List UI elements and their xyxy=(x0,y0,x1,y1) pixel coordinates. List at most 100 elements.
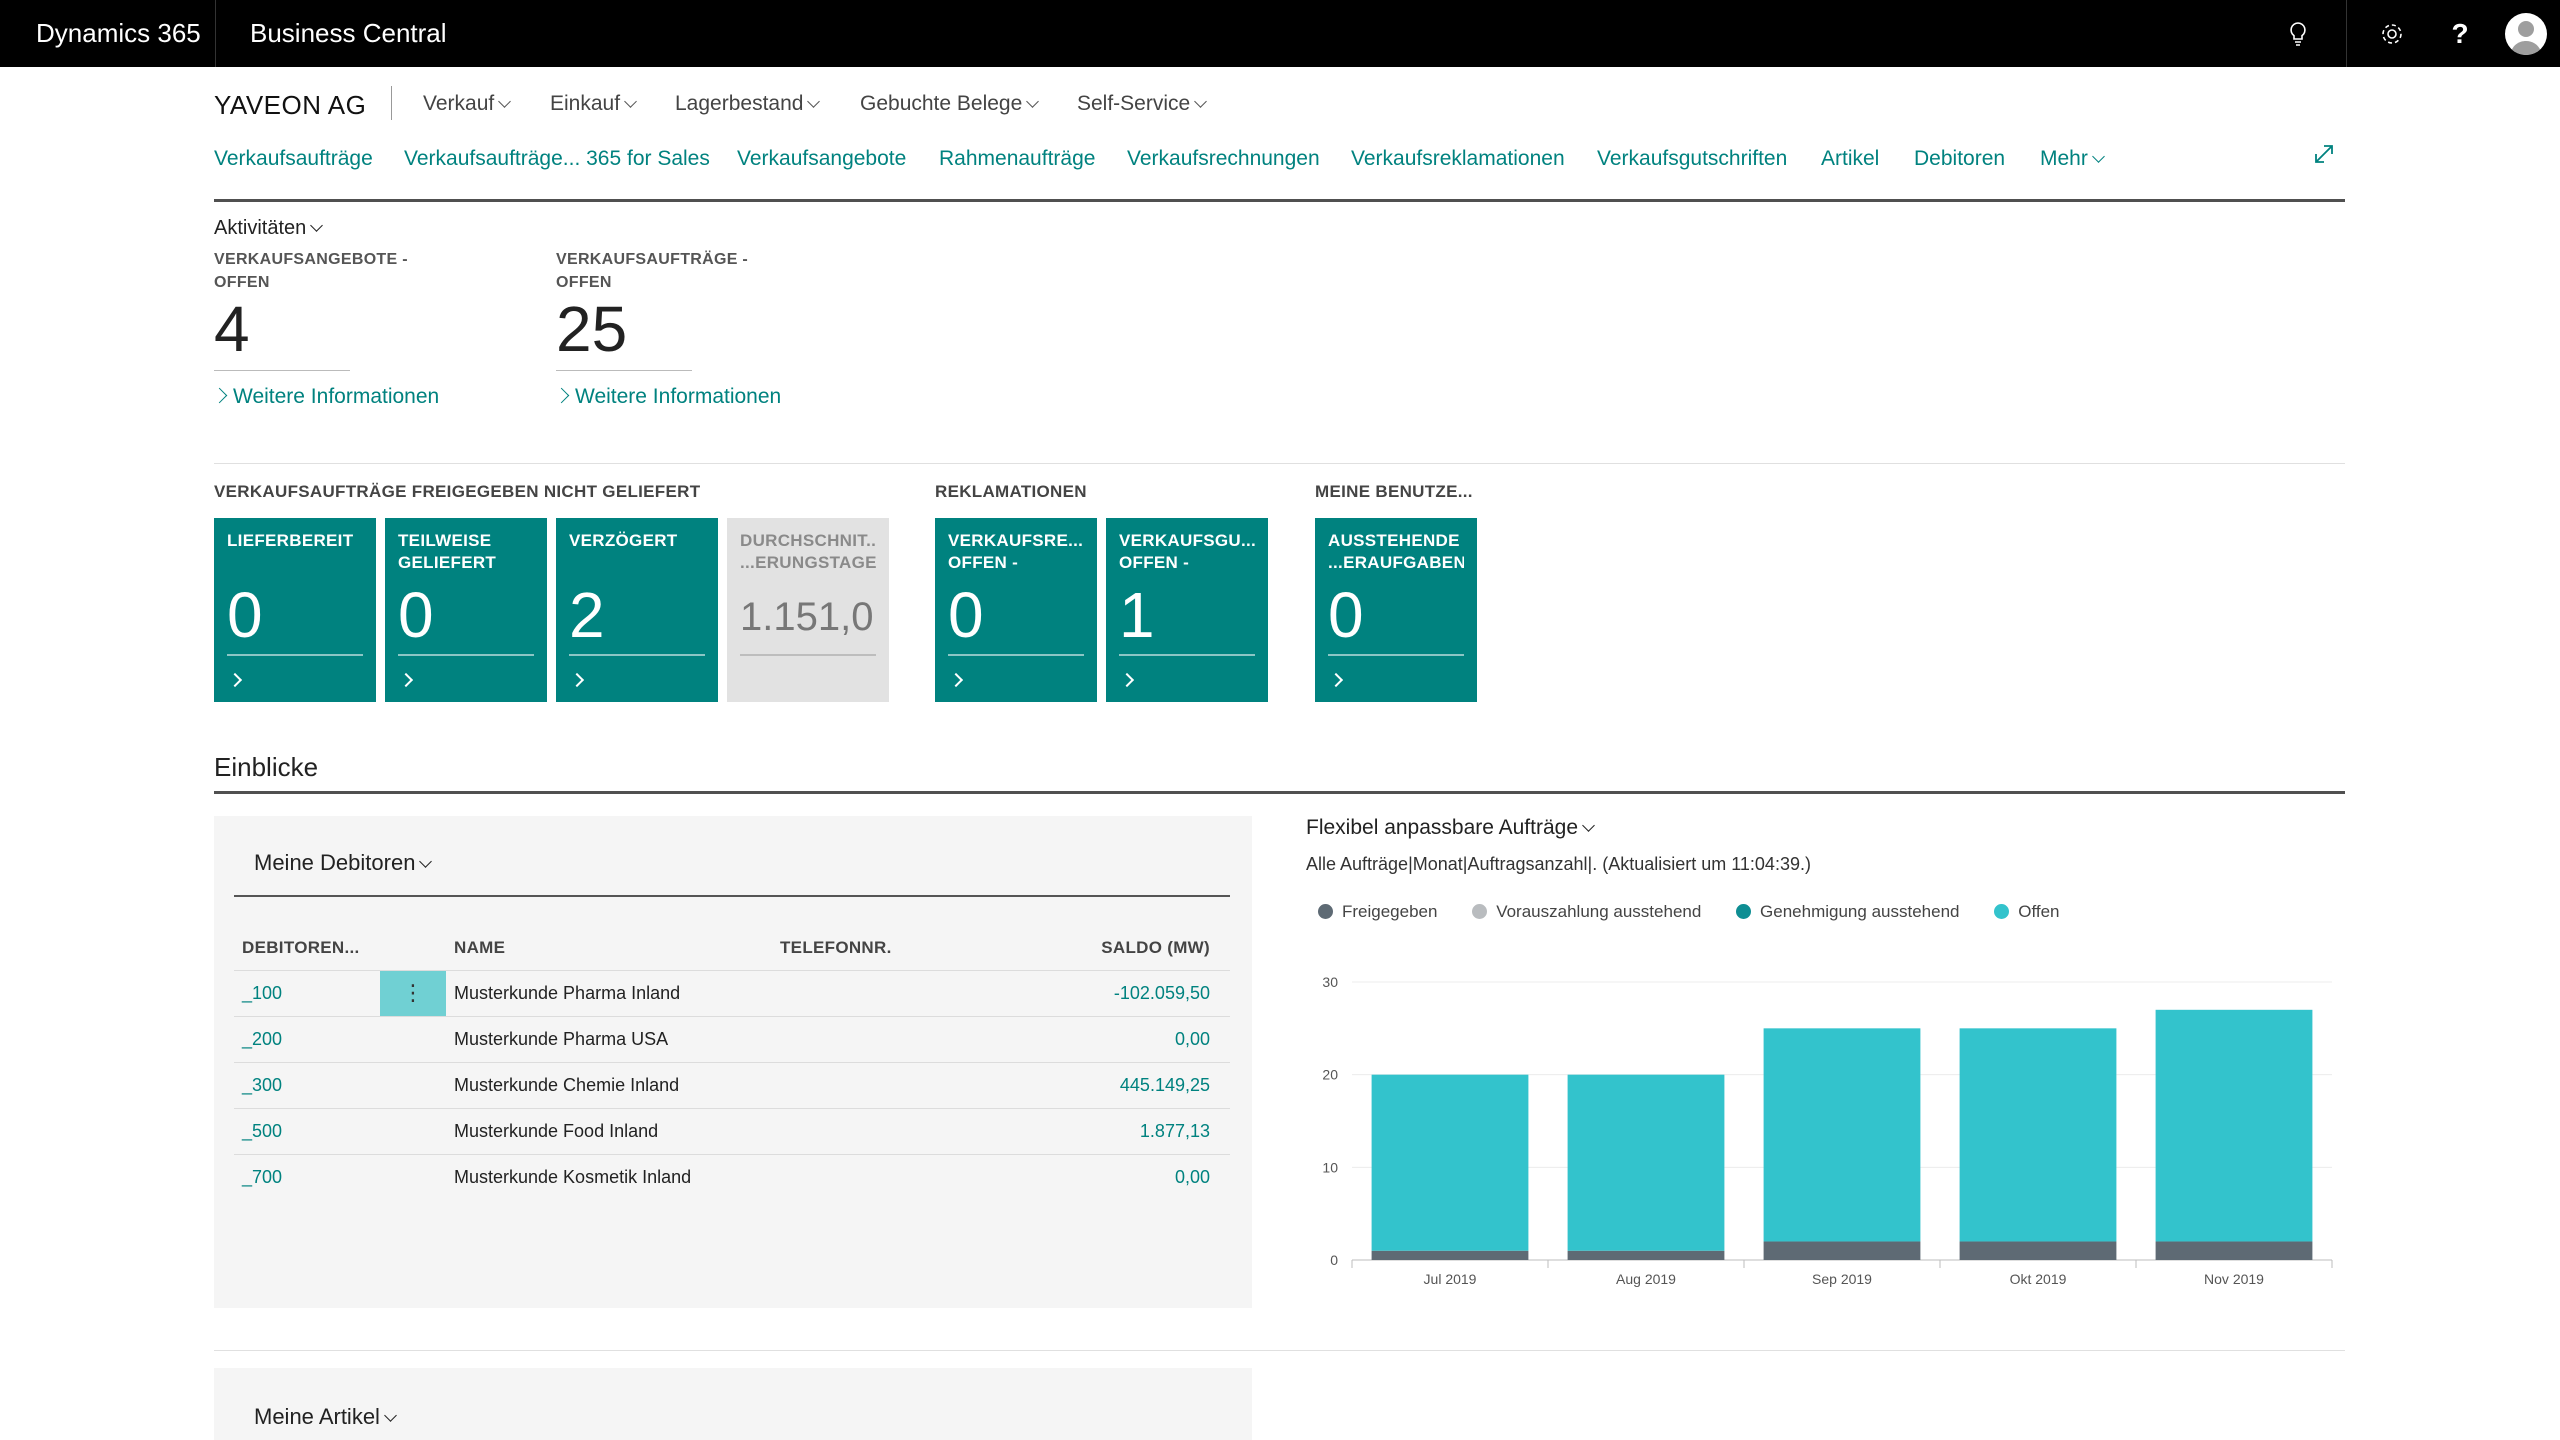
help-icon[interactable]: ? xyxy=(2451,17,2469,49)
table-row[interactable]: _200 Musterkunde Pharma USA 0,00 xyxy=(234,1015,1230,1062)
tile-teilweise-geliefert[interactable]: TEILWEISE GELIEFERT 0 xyxy=(385,518,547,702)
y-tick-label: 20 xyxy=(1322,1067,1338,1083)
tile-lieferbereit[interactable]: LIEFERBEREIT 0 xyxy=(214,518,376,702)
legend-item[interactable]: Genehmigung ausstehend xyxy=(1736,902,1959,922)
tile-verzoegert[interactable]: VERZÖGERT 2 xyxy=(556,518,718,702)
link-verkaufsreklamationen[interactable]: Verkaufsreklamationen xyxy=(1351,147,1565,170)
link-verkaufsauftraege-365[interactable]: Verkaufsaufträge... 365 for Sales xyxy=(404,147,710,170)
chart-bar[interactable] xyxy=(2155,1241,2313,1260)
legend-dot xyxy=(1994,904,2010,919)
menu-label: Verkauf xyxy=(423,92,495,115)
legend-label: Genehmigung ausstehend xyxy=(1760,902,1960,921)
menu-label: Gebuchte Belege xyxy=(860,92,1023,115)
legend-label: Freigegeben xyxy=(1342,902,1438,921)
cell-balance[interactable]: 0,00 xyxy=(1010,1153,1230,1200)
menu-lagerbestand[interactable]: Lagerbestand xyxy=(675,92,821,116)
cue-value[interactable]: 4 xyxy=(214,293,250,365)
chart-bar[interactable] xyxy=(1959,1028,2117,1242)
tile-value: 0 xyxy=(227,579,263,651)
menu-einkauf[interactable]: Einkauf xyxy=(550,92,637,116)
menu-gebuchte-belege[interactable]: Gebuchte Belege xyxy=(860,92,1040,116)
more-info-label: Weitere Informationen xyxy=(575,385,782,408)
debitoren-title: Meine Debitoren xyxy=(254,850,416,875)
chart-bar[interactable] xyxy=(1371,1074,1529,1251)
tile-rule xyxy=(1119,654,1255,656)
menu-self-service[interactable]: Self-Service xyxy=(1077,92,1208,116)
chart-bar[interactable] xyxy=(1371,1250,1529,1260)
link-rahmenauftraege[interactable]: Rahmenaufträge xyxy=(939,147,1096,170)
insights-title: Einblicke xyxy=(214,752,319,782)
cell-no[interactable]: _300 xyxy=(234,1061,380,1108)
company-name[interactable]: YAVEON AG xyxy=(214,90,367,120)
cell-phone xyxy=(780,1153,1010,1200)
expand-icon[interactable] xyxy=(2310,140,2338,168)
tile-verkaufsgutschriften[interactable]: VERKAUFSGU... OFFEN - 1 xyxy=(1106,518,1268,702)
table-row[interactable]: _100 ⋮ Musterkunde Pharma Inland -102.05… xyxy=(234,969,1230,1016)
orders-chart: 0 10 20 30 Jul 2019 Aug 2019 Sep 2019 Okt 2019 N… xyxy=(1322,974,2333,1287)
column-header-phone[interactable]: TELEFONNR. xyxy=(780,937,892,957)
tile-verkaufsreklamationen[interactable]: VERKAUFSRE... OFFEN - 0 xyxy=(935,518,1097,702)
chart-bar[interactable] xyxy=(1959,1241,2117,1260)
tile-caption: VERKAUFSRE... OFFEN - xyxy=(948,531,1084,572)
chart-bar[interactable] xyxy=(1763,1241,1921,1260)
table-row[interactable]: _700 Musterkunde Kosmetik Inland 0,00 xyxy=(234,1153,1230,1200)
link-verkaufsauftraege[interactable]: Verkaufsaufträge xyxy=(214,147,373,170)
link-mehr[interactable]: Mehr xyxy=(2040,147,2105,171)
row-menu-cell xyxy=(380,1015,446,1062)
chart-bar[interactable] xyxy=(2155,1009,2313,1242)
cell-balance[interactable]: 445.149,25 xyxy=(1010,1061,1230,1108)
activities-header[interactable]: Aktivitäten xyxy=(214,217,324,240)
avatar-icon[interactable] xyxy=(2505,13,2547,55)
chart-bar[interactable] xyxy=(1763,1028,1921,1242)
legend-item[interactable]: Freigegeben xyxy=(1318,902,1437,922)
cell-no[interactable]: _100 xyxy=(234,969,380,1016)
artikel-header[interactable]: Meine Artikel xyxy=(254,1404,397,1430)
cell-no[interactable]: _500 xyxy=(234,1107,380,1154)
app-brand[interactable]: Dynamics 365 xyxy=(36,18,201,48)
link-verkaufsrechnungen[interactable]: Verkaufsrechnungen xyxy=(1127,147,1320,170)
column-header-name[interactable]: NAME xyxy=(454,937,506,957)
cell-balance[interactable]: 1.877,13 xyxy=(1010,1107,1230,1154)
tile-ausstehende-aufgaben[interactable]: AUSSTEHENDE ...ERAUFGABEN 0 xyxy=(1315,518,1477,702)
more-info-link[interactable]: Weitere Informationen xyxy=(553,385,806,409)
table-row[interactable]: _500 Musterkunde Food Inland 1.877,13 xyxy=(234,1107,1230,1154)
cell-no[interactable]: _200 xyxy=(234,1015,380,1062)
chevron-right-icon xyxy=(398,672,414,688)
menu-verkauf[interactable]: Verkauf xyxy=(423,92,512,116)
cell-no[interactable]: _700 xyxy=(234,1153,380,1200)
tile-durchschnitt-lieferungstage[interactable]: DURCHSCHNIT... ...ERUNGSTAGE 1.151,0 xyxy=(727,518,889,702)
chevron-down-icon xyxy=(1026,95,1040,108)
link-verkaufsgutschriften[interactable]: Verkaufsgutschriften xyxy=(1597,147,1788,170)
cue-value[interactable]: 25 xyxy=(556,293,628,365)
gear-icon[interactable] xyxy=(2362,0,2422,67)
y-tick-label: 0 xyxy=(1330,1252,1338,1268)
more-info-link[interactable]: Weitere Informationen xyxy=(211,385,464,409)
link-artikel[interactable]: Artikel xyxy=(1821,147,1880,170)
table-row[interactable]: _300 Musterkunde Chemie Inland 445.149,2… xyxy=(234,1061,1230,1108)
chevron-down-icon xyxy=(1582,819,1595,832)
chart-title: Flexibel anpassbare Aufträge xyxy=(1306,816,1579,839)
y-tick-label: 30 xyxy=(1322,974,1338,990)
link-debitoren[interactable]: Debitoren xyxy=(1914,147,2006,170)
tile-value: 2 xyxy=(569,579,605,651)
chart-header[interactable]: Flexibel anpassbare Aufträge xyxy=(1306,816,1595,840)
menu-label: Self-Service xyxy=(1077,92,1191,115)
tile-value: 0 xyxy=(398,579,434,651)
mehr-label: Mehr xyxy=(2040,147,2088,170)
cell-balance[interactable]: -102.059,50 xyxy=(1010,969,1230,1016)
lightbulb-icon[interactable] xyxy=(2268,0,2328,67)
tile-value: 1 xyxy=(1119,579,1155,651)
column-header-balance[interactable]: SALDO (MW) xyxy=(1101,937,1210,957)
tile-value: 0 xyxy=(1328,579,1364,651)
column-header-no[interactable]: DEBITOREN... xyxy=(242,937,360,957)
debitoren-header[interactable]: Meine Debitoren xyxy=(254,850,433,876)
chart-bar[interactable] xyxy=(1567,1250,1725,1260)
cell-balance[interactable]: 0,00 xyxy=(1010,1015,1230,1062)
chevron-down-icon xyxy=(310,219,324,232)
legend-item[interactable]: Offen xyxy=(1994,902,2060,922)
link-verkaufsangebote[interactable]: Verkaufsangebote xyxy=(737,147,907,170)
legend-item[interactable]: Vorauszahlung ausstehend xyxy=(1472,902,1701,922)
product-name[interactable]: Business Central xyxy=(250,18,447,48)
chart-bar[interactable] xyxy=(1567,1074,1725,1251)
row-menu-icon[interactable]: ⋮ xyxy=(380,969,446,1016)
